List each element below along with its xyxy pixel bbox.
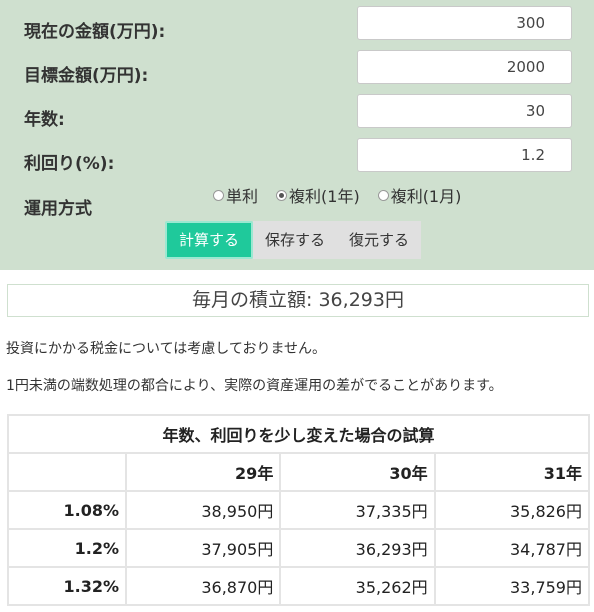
table-row: 1.08% 38,950円 37,335円 35,826円 bbox=[7, 490, 591, 530]
monthly-result: 毎月の積立額: 36,293円 bbox=[7, 284, 589, 317]
method-label: 運用方式 bbox=[24, 199, 92, 219]
table-header-row: 29年 30年 31年 bbox=[7, 452, 591, 492]
save-button[interactable]: 保存する bbox=[253, 221, 338, 259]
radio-compound-month-icon[interactable] bbox=[377, 189, 389, 201]
target-amount-input[interactable]: 2000 bbox=[357, 50, 572, 84]
table-cell: 36,293円 bbox=[279, 528, 436, 568]
column-header-29: 29年 bbox=[124, 452, 282, 492]
radio-compound-year-icon[interactable] bbox=[276, 189, 288, 201]
radio-simple-icon[interactable] bbox=[213, 189, 224, 201]
restore-button[interactable]: 復元する bbox=[337, 221, 422, 259]
row-rate: 1.32% bbox=[7, 566, 127, 606]
yield-label: 利回り(%): bbox=[24, 154, 115, 174]
table-cell: 37,905円 bbox=[124, 528, 282, 568]
method-option-compound-year[interactable]: 複利(1年) bbox=[276, 183, 360, 207]
column-header-30: 30年 bbox=[279, 452, 436, 492]
table-cell: 34,787円 bbox=[433, 528, 591, 568]
yield-input[interactable]: 1.2 bbox=[357, 138, 572, 172]
table-cell: 36,870円 bbox=[124, 566, 282, 606]
input-panel: 現在の金額(万円): 300 目標金額(万円): 2000 年数: 30 利回り… bbox=[0, 0, 594, 270]
years-label: 年数: bbox=[24, 110, 65, 130]
table-cell: 33,759円 bbox=[433, 566, 591, 606]
method-radio-group: 単利 複利(1年) 複利(1月) bbox=[213, 183, 479, 207]
table-row: 1.2% 37,905円 36,293円 34,787円 bbox=[7, 528, 591, 568]
table-cell: 35,826円 bbox=[433, 490, 591, 530]
table-cell: 38,950円 bbox=[124, 490, 282, 530]
column-header-31: 31年 bbox=[433, 452, 591, 492]
simulation-table-title: 年数、利回りを少し変えた場合の試算 bbox=[7, 414, 590, 454]
method-option-simple[interactable]: 単利 bbox=[213, 183, 258, 207]
method-option-compound-year-label: 複利(1年) bbox=[289, 187, 360, 206]
simulation-table: 年数、利回りを少し変えた場合の試算 29年 30年 31年 1.08% 38,9… bbox=[7, 414, 591, 606]
method-option-simple-label: 単利 bbox=[226, 187, 259, 206]
method-option-compound-month[interactable]: 複利(1月) bbox=[377, 183, 462, 207]
rounding-note: 1円未満の端数処理の都合により、実際の資産運用の差がでることがあります。 bbox=[6, 378, 503, 394]
table-cell: 37,335円 bbox=[279, 490, 436, 530]
current-amount-input[interactable]: 300 bbox=[357, 6, 572, 40]
table-cell: 35,262円 bbox=[279, 566, 436, 606]
target-amount-label: 目標金額(万円): bbox=[24, 66, 149, 86]
method-option-compound-month-label: 複利(1月) bbox=[390, 187, 462, 206]
table-row: 1.32% 36,870円 35,262円 33,759円 bbox=[7, 566, 591, 606]
tax-note: 投資にかかる税金については考慮しておりません。 bbox=[6, 341, 327, 357]
calculate-button[interactable]: 計算する bbox=[165, 221, 254, 259]
table-corner-cell bbox=[7, 452, 127, 492]
action-buttons: 計算する 保存する 復元する bbox=[165, 221, 422, 259]
years-input[interactable]: 30 bbox=[357, 94, 572, 128]
row-rate: 1.2% bbox=[7, 528, 127, 568]
current-amount-label: 現在の金額(万円): bbox=[24, 22, 166, 42]
row-rate: 1.08% bbox=[7, 490, 127, 530]
